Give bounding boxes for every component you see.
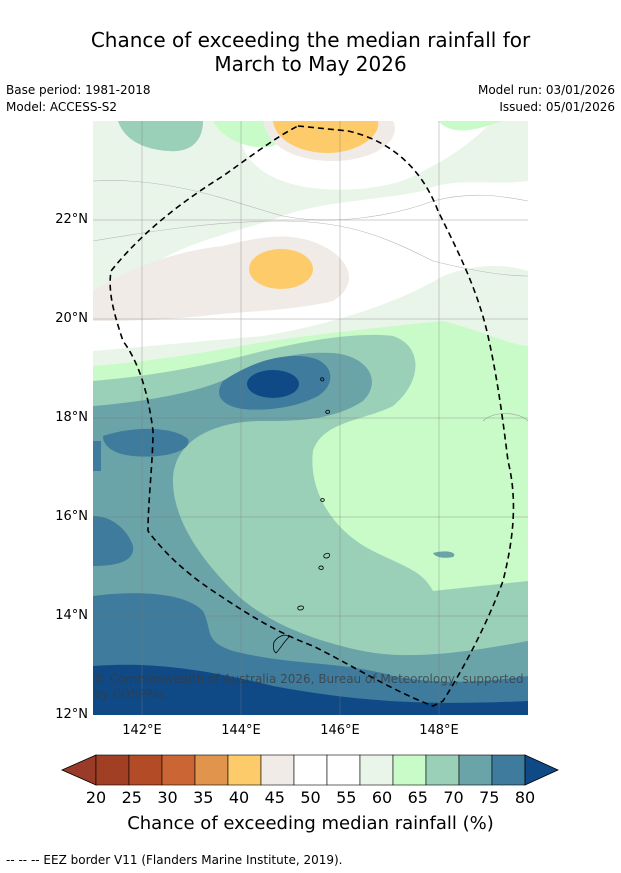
band-35-40-central [249, 249, 313, 289]
colorbar-segment [161, 754, 196, 786]
colorbar-segment [326, 754, 361, 786]
band-60-65-north [93, 121, 528, 301]
colorbar-segment [392, 754, 427, 786]
band-35-40-north [273, 121, 379, 153]
lat-label: 14°N [55, 608, 88, 623]
colorbar-tick-label: 40 [228, 788, 250, 807]
band-85-plus-core [247, 370, 299, 398]
colorbar-extend-low [61, 754, 97, 786]
colorbar-segment [293, 754, 328, 786]
colorbar-tick-label: 45 [264, 788, 285, 807]
band-80-plus-edge [93, 441, 101, 471]
band-70-75-north [118, 121, 203, 152]
lat-label: 16°N [55, 509, 88, 524]
lat-label: 22°N [55, 212, 88, 227]
lon-label: 146°E [320, 723, 360, 738]
colorbar-tick-label: 20 [85, 788, 107, 807]
colorbar-tick-label: 75 [479, 788, 500, 807]
colorbar-segment [359, 754, 394, 786]
colorbar-segment [260, 754, 295, 786]
contour-line [93, 220, 528, 277]
title-line-2: March to May 2026 [214, 52, 407, 76]
model-run: Model run: 03/01/2026 [477, 83, 615, 97]
colorbar-tick-label: 55 [336, 788, 357, 807]
colorbar-segment [194, 754, 229, 786]
copyright-notice: © Commonwealth of Australia 2026, Bureau… [94, 672, 524, 701]
base-period: Base period: 1981-2018 [6, 83, 151, 97]
contour-line [482, 413, 528, 422]
colorbar-tick-label: 80 [514, 788, 536, 807]
colorbar-tick-label: 25 [121, 788, 142, 807]
colorbar-tick-label: 50 [300, 788, 321, 807]
small-patch-east [433, 551, 455, 558]
colorbar [61, 754, 559, 786]
eez-footnote: -- -- -- EEZ border V11 (Flanders Marine… [6, 853, 343, 867]
colorbar-tick-label: 30 [157, 788, 178, 807]
colorbar-segment [95, 754, 130, 786]
map-gridlines [93, 121, 528, 715]
lon-label: 148°E [419, 723, 459, 738]
map-canvas [93, 121, 528, 715]
lon-label: 144°E [221, 723, 261, 738]
colorbar-segment [458, 754, 493, 786]
eez-border [109, 125, 515, 707]
colorbar-segment [491, 754, 526, 786]
colorbar-segment [128, 754, 163, 786]
colorbar-tick-label: 60 [371, 788, 393, 807]
issued-date: Issued: 05/01/2026 [499, 100, 615, 114]
colorbar-tick-label: 65 [407, 788, 428, 807]
islands [273, 377, 331, 654]
model-name: Model: ACCESS-S2 [6, 100, 118, 114]
rainfall-map: © Commonwealth of Australia 2026, Bureau… [93, 121, 528, 715]
band-85-plus-south [93, 664, 528, 715]
colorbar-label: Chance of exceeding median rainfall (%) [127, 813, 494, 834]
colorbar-tick-label: 35 [193, 788, 214, 807]
title-line-1: Chance of exceeding the median rainfall … [90, 28, 531, 52]
lat-label: 18°N [55, 410, 88, 425]
lat-label: 12°N [55, 707, 88, 722]
lon-label: 142°E [122, 723, 162, 738]
band-80-plus-southwest [93, 516, 134, 566]
colorbar-tick-label: 70 [443, 788, 464, 807]
band-80-plus-west [103, 428, 189, 457]
colorbar-segment [425, 754, 460, 786]
colorbar-segment [227, 754, 262, 786]
colorbar-extend-high [524, 754, 559, 786]
lat-label: 20°N [55, 311, 88, 326]
